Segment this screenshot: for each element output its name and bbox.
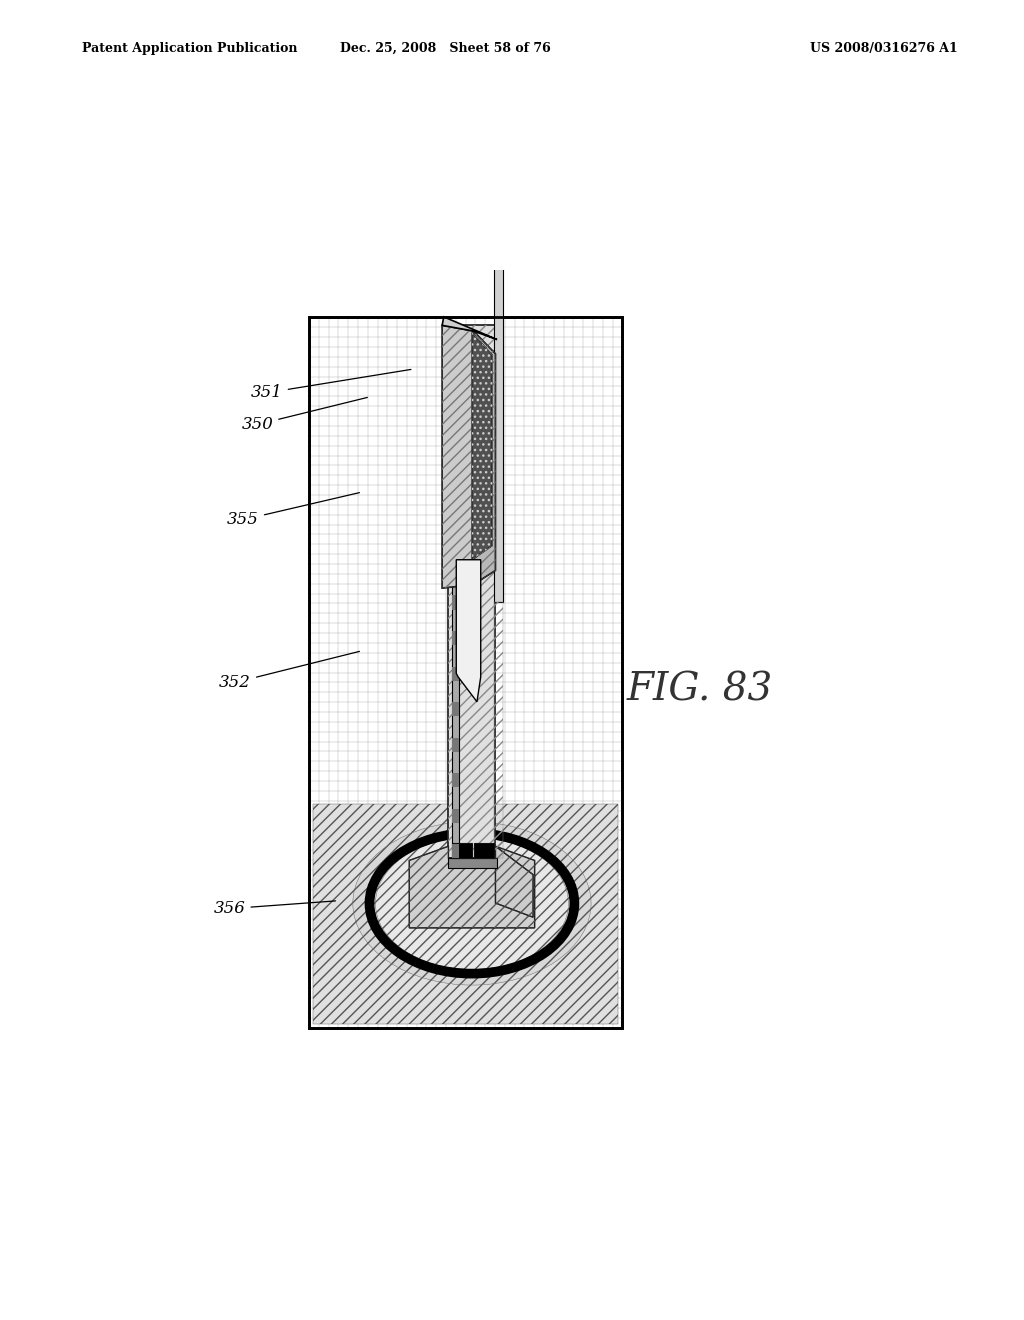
Bar — [449, 858, 497, 867]
Bar — [452, 560, 460, 574]
Bar — [452, 843, 472, 858]
Bar — [309, 317, 623, 1028]
Bar — [313, 804, 618, 1024]
Bar — [494, 602, 503, 858]
Bar — [452, 325, 460, 858]
Bar — [452, 488, 460, 503]
Bar — [309, 317, 623, 1028]
Bar — [452, 702, 460, 717]
Bar — [452, 738, 460, 752]
Bar — [452, 845, 460, 858]
Bar — [452, 667, 460, 681]
Text: Dec. 25, 2008   Sheet 58 of 76: Dec. 25, 2008 Sheet 58 of 76 — [340, 42, 551, 55]
Bar — [473, 843, 494, 858]
Ellipse shape — [376, 837, 568, 970]
Ellipse shape — [353, 822, 591, 985]
Bar — [313, 804, 618, 1024]
Text: US 2008/0316276 A1: US 2008/0316276 A1 — [810, 42, 957, 55]
Polygon shape — [457, 560, 480, 702]
Polygon shape — [410, 846, 535, 928]
Polygon shape — [442, 317, 497, 339]
Polygon shape — [473, 331, 496, 585]
Text: FIG. 83: FIG. 83 — [627, 672, 772, 709]
Text: 355: 355 — [227, 492, 359, 528]
Polygon shape — [442, 325, 473, 589]
Bar — [452, 631, 460, 645]
Bar — [452, 347, 460, 360]
Bar — [452, 524, 460, 539]
Text: 352: 352 — [219, 651, 359, 690]
Bar — [449, 325, 496, 858]
Bar — [452, 417, 460, 432]
Bar — [449, 325, 496, 858]
Polygon shape — [472, 333, 493, 560]
Text: 350: 350 — [242, 397, 368, 433]
Bar — [452, 453, 460, 467]
Bar — [452, 774, 460, 788]
Text: Patent Application Publication: Patent Application Publication — [82, 42, 297, 55]
Bar — [452, 383, 460, 396]
Bar — [452, 809, 460, 822]
Polygon shape — [496, 846, 534, 917]
Text: 356: 356 — [214, 900, 336, 917]
Bar — [452, 595, 460, 610]
Bar — [494, 119, 503, 602]
Text: 351: 351 — [251, 370, 411, 401]
